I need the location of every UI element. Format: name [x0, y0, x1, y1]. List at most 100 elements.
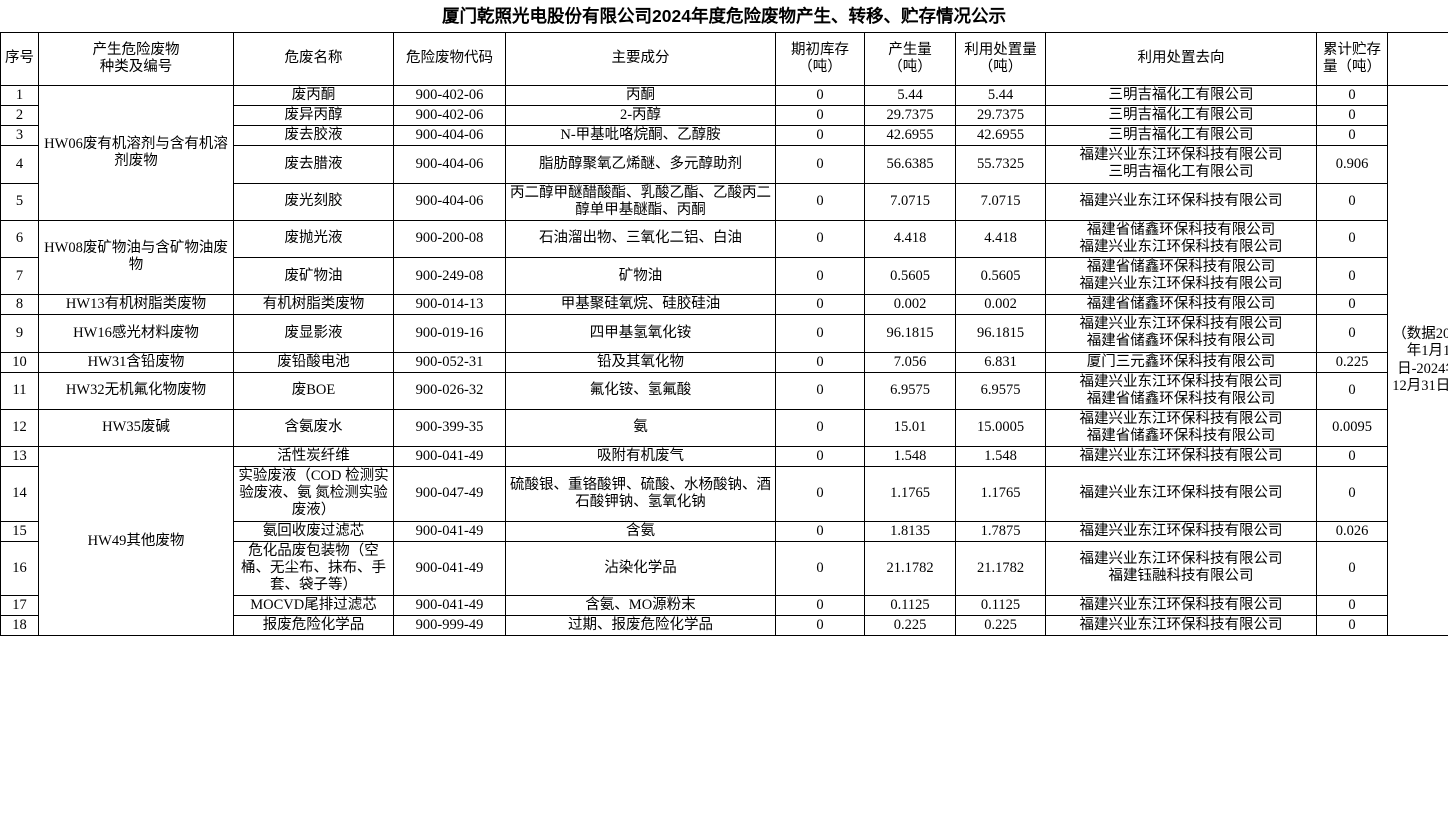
cell-destination: 福建兴业东江环保科技有限公司: [1045, 615, 1317, 637]
cell-stored-total: 0: [1316, 371, 1388, 410]
cell-composition: 过期、报废危险化学品: [505, 615, 776, 637]
cell-generated: 7.056: [864, 351, 956, 373]
page-title: 厦门乾照光电股份有限公司2024年度危险废物产生、转移、贮存情况公示: [442, 6, 1006, 26]
header-waste-code: 危险废物代码: [393, 32, 506, 86]
cell-waste-code: 900-249-08: [393, 256, 506, 296]
cell-waste-code: 900-041-49: [393, 520, 506, 542]
cell-stored-total: 0: [1316, 219, 1388, 258]
cell-destination: 福建兴业东江环保科技有限公司 福建钰融科技有限公司: [1045, 540, 1317, 596]
data-period-note: （数据2024年1月1日-2024年12月31日）: [1387, 84, 1448, 637]
hazardous-waste-table: 序号 产生危险废物 种类及编号 危废名称 危险废物代码 主要成分 期初库存 （吨…: [0, 32, 1448, 637]
cell-stored-total: 0.225: [1316, 351, 1388, 373]
table-row: 7 废矿物油 900-249-08 矿物油 0 0.5605 0.5605 福建省储鑫环保科技…: [0, 256, 1448, 296]
cell-generated: 21.1782: [864, 540, 956, 596]
cell-destination: 福建兴业东江环保科技有限公司: [1045, 446, 1317, 468]
cell-seq: 12: [0, 408, 39, 448]
table-row: 18 报废危险化学品 900-999-49 过期、报废危险化学品 0 0.225 0.225…: [0, 615, 1448, 637]
cell-waste-code: 900-052-31: [393, 351, 506, 373]
cell-waste-name: 有机树脂类废物: [233, 294, 394, 316]
cell-seq: 5: [0, 182, 39, 221]
cell-generated: 96.1815: [864, 314, 956, 353]
table-row: 13 HW49其他废物 活性炭纤维 900-041-49 吸附有机废气 0 1.548 1.5…: [0, 446, 1448, 637]
cell-waste-name: 废丙酮: [233, 84, 394, 107]
table-row: 8 HW13有机树脂类废物 有机树脂类废物 900-014-13 甲基聚硅氧烷、硅胶硅油…: [0, 294, 1448, 316]
header-category: 产生危险废物 种类及编号: [38, 32, 234, 86]
cell-disposed: 0.225: [955, 615, 1046, 637]
cell-stored-total: 0: [1316, 540, 1388, 596]
cell-stored-total: 0: [1316, 256, 1388, 296]
cell-generated: 5.44: [864, 84, 956, 107]
cell-destination-line1: 福建兴业东江环保科技有限公司: [1079, 410, 1283, 427]
cell-composition: 铅及其氧化物: [505, 351, 776, 373]
cell-seq: 17: [0, 594, 39, 617]
cell-seq: 6: [0, 219, 39, 258]
cell-composition: 吸附有机废气: [505, 446, 776, 468]
cell-seq: 16: [0, 540, 39, 596]
cell-destination-line2: 福建省储鑫环保科技有限公司: [1086, 390, 1276, 407]
cell-generated: 0.225: [864, 615, 956, 637]
cell-composition: 丙酮: [505, 84, 776, 107]
cell-opening-stock: 0: [775, 182, 865, 221]
cell-waste-name: 废抛光液: [233, 219, 394, 258]
cell-generated: 6.9575: [864, 371, 956, 410]
cell-destination: 福建兴业东江环保科技有限公司 三明吉福化工有限公司: [1045, 145, 1317, 184]
cell-seq: 13: [0, 446, 39, 468]
cell-composition: 沾染化学品: [505, 540, 776, 596]
cell-waste-name: 报废危险化学品: [233, 615, 394, 637]
cell-stored-total: 0: [1316, 125, 1388, 147]
header-waste-name: 危废名称: [233, 32, 394, 86]
cell-waste-category: HW49其他废物: [38, 446, 234, 637]
cell-waste-name: 废矿物油: [233, 256, 394, 296]
cell-opening-stock: 0: [775, 371, 865, 410]
cell-waste-code: 900-019-16: [393, 314, 506, 353]
cell-waste-name: 废铅酸电池: [233, 351, 394, 373]
cell-composition: 脂肪醇聚氧乙烯醚、多元醇助剂: [505, 145, 776, 184]
table-body: 1 HW06废有机溶剂与含有机溶剂废物 废丙酮 900-402-06 丙酮 0 5.44 5.…: [0, 84, 1448, 637]
cell-opening-stock: 0: [775, 84, 865, 107]
cell-destination: 福建兴业东江环保科技有限公司: [1045, 466, 1317, 522]
cell-destination: 三明吉福化工有限公司: [1045, 84, 1317, 107]
cell-waste-code: 900-404-06: [393, 145, 506, 184]
cell-destination: 福建省储鑫环保科技有限公司 福建兴业东江环保科技有限公司: [1045, 219, 1317, 258]
cell-disposed: 1.7875: [955, 520, 1046, 542]
cell-seq: 11: [0, 371, 39, 410]
cell-disposed: 7.0715: [955, 182, 1046, 221]
cell-opening-stock: 0: [775, 520, 865, 542]
cell-waste-category: HW35废碱: [38, 408, 234, 448]
cell-waste-name: 废显影液: [233, 314, 394, 353]
header-generated-line1: 产生量: [888, 41, 932, 58]
cell-opening-stock: 0: [775, 294, 865, 316]
cell-stored-total: 0: [1316, 615, 1388, 637]
header-opening-line1: 期初库存: [791, 41, 849, 58]
cell-waste-name: MOCVD尾排过滤芯: [233, 594, 394, 617]
table-row: 14 实验废液（COD 检测实验废液、氨 氮检测实验废液） 900-047-49 硫酸…: [0, 466, 1448, 522]
cell-waste-code: 900-041-49: [393, 446, 506, 468]
cell-destination-line1: 福建兴业东江环保科技有限公司: [1079, 551, 1283, 568]
cell-waste-code: 900-999-49: [393, 615, 506, 637]
cell-seq: 1: [0, 84, 39, 107]
cell-waste-name: 废去腊液: [233, 145, 394, 184]
cell-stored-total: 0.026: [1316, 520, 1388, 542]
table-header: 序号 产生危险废物 种类及编号 危废名称 危险废物代码 主要成分 期初库存 （吨…: [0, 32, 1448, 86]
cell-generated: 4.418: [864, 219, 956, 258]
cell-destination-line1: 福建兴业东江环保科技有限公司: [1079, 373, 1283, 390]
cell-stored-total: 0: [1316, 446, 1388, 468]
cell-waste-name: 活性炭纤维: [233, 446, 394, 468]
cell-waste-name: 废BOE: [233, 371, 394, 410]
cell-seq: 9: [0, 314, 39, 353]
table-row: 1 HW06废有机溶剂与含有机溶剂废物 废丙酮 900-402-06 丙酮 0 5.44 5.…: [0, 84, 1448, 637]
cell-stored-total: 0.0095: [1316, 408, 1388, 448]
header-composition: 主要成分: [505, 32, 776, 86]
cell-composition: 石油溜出物、三氧化二铝、白油: [505, 219, 776, 258]
header-generated: 产生量 （吨）: [864, 32, 956, 86]
cell-destination: 福建省储鑫环保科技有限公司: [1045, 294, 1317, 316]
cell-generated: 1.1765: [864, 466, 956, 522]
cell-waste-code: 900-200-08: [393, 219, 506, 258]
header-note-spacer: [1387, 32, 1448, 86]
cell-disposed: 0.1125: [955, 594, 1046, 617]
header-destination: 利用处置去向: [1045, 32, 1317, 86]
cell-stored-total: 0: [1316, 84, 1388, 107]
table-row: 17 MOCVD尾排过滤芯 900-041-49 含氨、MO源粉末 0 0.1125 0.1…: [0, 594, 1448, 617]
table-row: 10 HW31含铅废物 废铅酸电池 900-052-31 铅及其氧化物 0 7.056 6.8…: [0, 351, 1448, 373]
cell-waste-name: 含氨废水: [233, 408, 394, 448]
